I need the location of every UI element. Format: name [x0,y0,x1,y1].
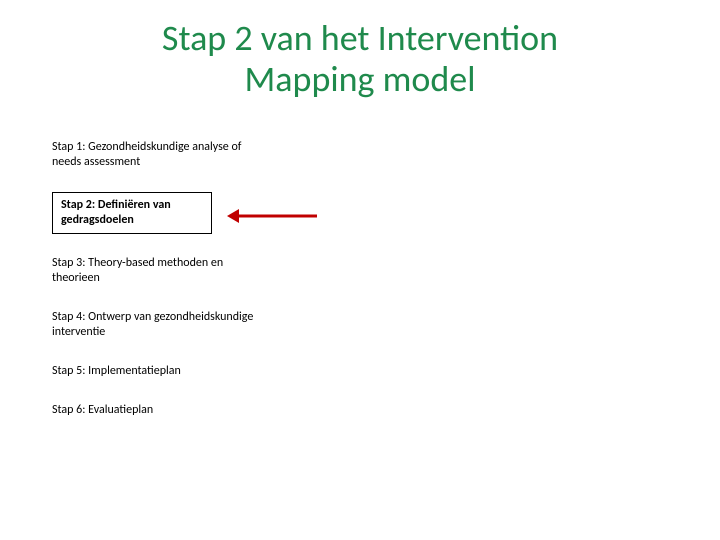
step-1: Stap 1: Gezondheidskundige analyse of ne… [52,140,272,170]
step-5: Stap 5: Implementatieplan [52,364,272,379]
step-6: Stap 6: Evaluatieplan [52,403,272,418]
slide-title: Stap 2 van het Intervention Mapping mode… [0,0,720,101]
pointer-arrow [225,207,321,230]
title-line-1: Stap 2 van het Intervention [0,18,720,59]
steps-list: Stap 1: Gezondheidskundige analyse of ne… [52,140,272,442]
title-line-2: Mapping model [0,59,720,100]
step-2-highlighted: Stap 2: Definiëren van gedragsdoelen [52,192,212,234]
step-3: Stap 3: Theory-based methoden en theorie… [52,256,272,286]
step-4: Stap 4: Ontwerp van gezondheidskundige i… [52,310,272,340]
